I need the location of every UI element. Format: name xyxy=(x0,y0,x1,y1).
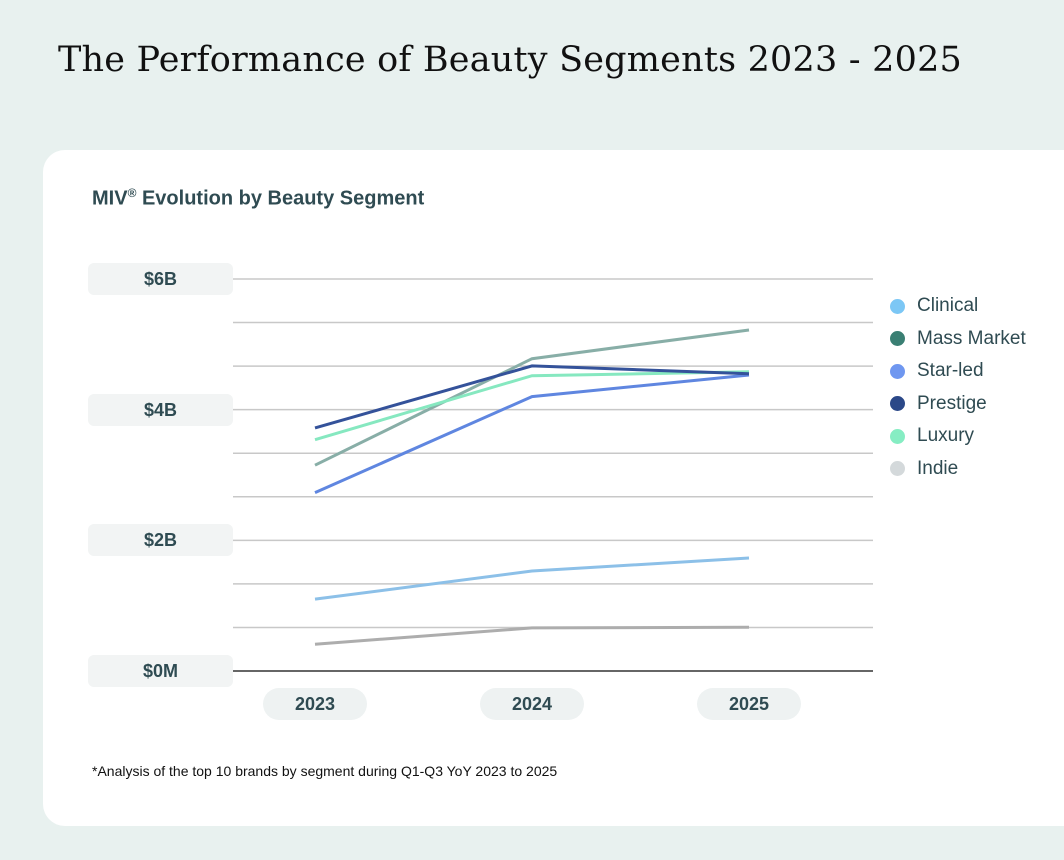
legend-item: Mass Market xyxy=(890,323,1026,356)
legend-label: Clinical xyxy=(917,295,979,317)
registered-mark: ® xyxy=(127,186,137,200)
series-line-indie xyxy=(314,625,750,646)
y-tick-label: $0M xyxy=(88,655,233,687)
legend-item: Luxury xyxy=(890,420,1026,453)
x-tick-label: 2024 xyxy=(480,688,584,720)
series-lines xyxy=(314,328,750,646)
legend-label: Star-led xyxy=(917,360,984,382)
legend: Clinical Mass Market Star-led Prestige Luxur… xyxy=(890,290,1026,485)
legend-dot-icon xyxy=(890,396,905,412)
x-tick-label: 2023 xyxy=(263,688,367,720)
series-line-prestige xyxy=(314,364,750,430)
chart-title-rest: Evolution by Beauty Segment xyxy=(136,187,425,210)
legend-label: Indie xyxy=(917,457,959,479)
legend-dot-icon xyxy=(890,461,905,477)
y-tick-label: $4B xyxy=(88,393,233,426)
y-tick-label: $2B xyxy=(88,524,233,557)
chart-title-text: MIV xyxy=(92,187,128,210)
page-title: The Performance of Beauty Segments 2023 … xyxy=(58,40,963,80)
legend-dot-icon xyxy=(890,331,905,347)
chart-title: MIV® Evolution by Beauty Segment xyxy=(92,186,424,211)
x-tick-label: 2025 xyxy=(697,688,801,720)
series-line-clinical xyxy=(314,556,750,601)
series-line-luxury xyxy=(314,370,750,442)
series-line-mass-market xyxy=(314,328,750,467)
legend-label: Luxury xyxy=(917,425,975,447)
legend-item: Star-led xyxy=(890,355,1026,388)
legend-label: Mass Market xyxy=(917,327,1026,349)
legend-dot-icon xyxy=(890,298,905,314)
gridlines xyxy=(233,278,873,672)
footnote: *Analysis of the top 10 brands by segmen… xyxy=(92,763,558,779)
legend-item: Indie xyxy=(890,453,1026,486)
legend-label: Prestige xyxy=(917,392,987,414)
y-tick-label: $6B xyxy=(88,263,233,295)
legend-dot-icon xyxy=(890,363,905,379)
legend-dot-icon xyxy=(890,428,905,444)
series-line-star-led xyxy=(314,373,750,495)
legend-item: Clinical xyxy=(890,290,1026,323)
legend-item: Prestige xyxy=(890,388,1026,421)
